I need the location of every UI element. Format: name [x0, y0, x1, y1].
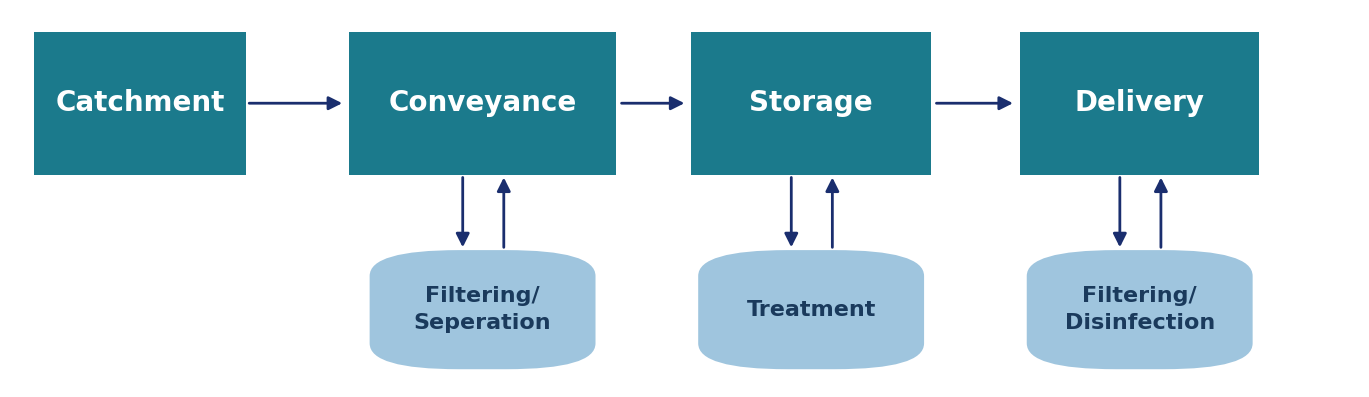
Text: Delivery: Delivery [1075, 89, 1205, 117]
FancyBboxPatch shape [34, 32, 246, 175]
FancyBboxPatch shape [370, 250, 596, 369]
FancyBboxPatch shape [698, 250, 924, 369]
FancyBboxPatch shape [349, 32, 616, 175]
Text: Conveyance: Conveyance [389, 89, 576, 117]
Text: Filtering/
Disinfection: Filtering/ Disinfection [1065, 287, 1214, 333]
FancyBboxPatch shape [1027, 250, 1253, 369]
Text: Filtering/
Seperation: Filtering/ Seperation [413, 287, 552, 333]
Text: Storage: Storage [749, 89, 873, 117]
FancyBboxPatch shape [1020, 32, 1259, 175]
FancyBboxPatch shape [691, 32, 931, 175]
Text: Catchment: Catchment [56, 89, 225, 117]
Text: Treatment: Treatment [746, 300, 876, 320]
